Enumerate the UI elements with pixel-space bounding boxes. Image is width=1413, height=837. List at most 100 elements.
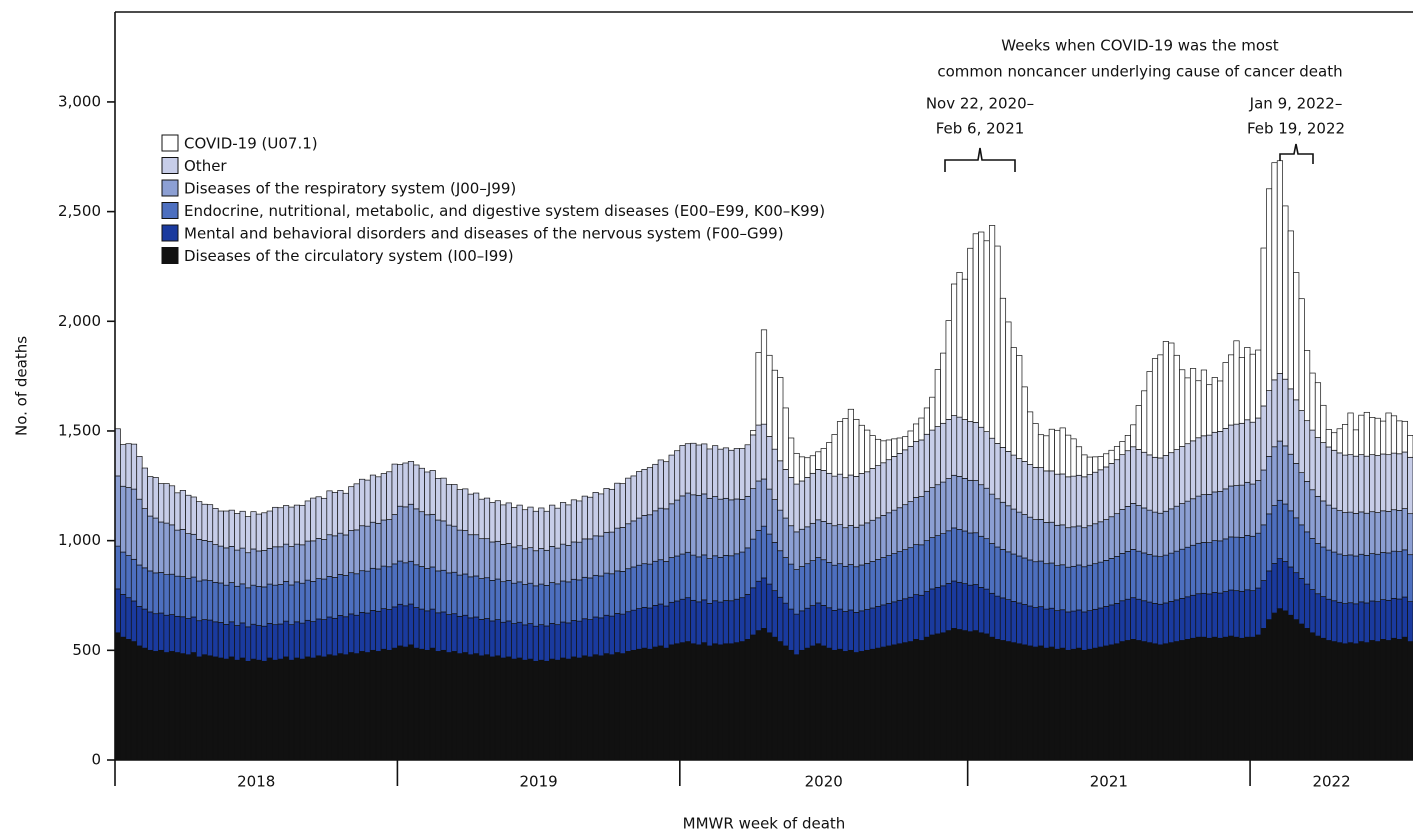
bar-segment [1407, 513, 1413, 556]
bar-segment [440, 569, 447, 613]
bar-segment [864, 522, 871, 564]
bar-segment [712, 496, 719, 557]
bar-segment [462, 652, 469, 761]
bar-segment [1390, 597, 1398, 639]
bar-segment [750, 430, 757, 436]
bar-segment [1249, 535, 1256, 592]
bar-segment [1021, 461, 1028, 515]
bar-segment [1380, 420, 1387, 455]
x-axis-title: MMWR week of death [683, 815, 846, 833]
bar-segment [1097, 607, 1104, 648]
bar-segment [201, 619, 208, 656]
bar-segment [777, 377, 784, 462]
bar-segment [1021, 604, 1028, 646]
bar-segment [380, 565, 387, 609]
bar-segment [1189, 368, 1197, 442]
bar-segment [777, 460, 784, 511]
bar-segment [1124, 551, 1131, 600]
bar-segment [1352, 513, 1360, 557]
bar-segment [864, 471, 871, 524]
bar-segment [1054, 565, 1061, 611]
bar-segment [174, 615, 181, 653]
bar-segment [755, 424, 762, 482]
bar-segment [228, 509, 235, 547]
bar-segment [283, 620, 290, 658]
bar-segment [424, 649, 431, 761]
bar-segment [1304, 420, 1311, 482]
bar-segment [690, 599, 697, 645]
bar-segment [293, 657, 301, 761]
bar-segment [543, 510, 550, 551]
bar-segment [581, 655, 588, 761]
bar-segment [532, 625, 539, 662]
bar-segment [1401, 451, 1408, 509]
bar-segment [864, 609, 871, 651]
bar-segment [424, 514, 431, 569]
bar-segment [429, 608, 436, 649]
bar-segment [1081, 476, 1088, 529]
bar-segment [1173, 449, 1180, 507]
bar-segment [1233, 590, 1240, 638]
bar-segment [462, 488, 469, 531]
bar-segment [1407, 435, 1413, 458]
bar-segment [326, 654, 333, 761]
bar-segment [885, 439, 892, 461]
bar-segment [1162, 510, 1169, 556]
bar-segment [853, 612, 860, 653]
bar-segment [1271, 379, 1278, 448]
bar-segment [1048, 607, 1055, 648]
bar-segment [201, 579, 208, 620]
bar-segment [798, 566, 806, 612]
bar-segment [1130, 597, 1137, 640]
bar-segment [630, 520, 637, 568]
bar-segment [1092, 456, 1099, 473]
bar-segment [815, 451, 822, 470]
bar-segment [1189, 440, 1197, 500]
bar-segment [934, 369, 941, 427]
bar-segment [788, 608, 795, 651]
bar-segment [972, 480, 979, 534]
bar-segment [1157, 457, 1164, 514]
bar-segment [1287, 614, 1294, 761]
bar-segment [1385, 640, 1392, 761]
bar-segment [114, 428, 121, 477]
bar-segment [989, 493, 996, 544]
bar-segment [1358, 414, 1365, 456]
bar-segment [793, 654, 800, 761]
bar-segment [809, 455, 816, 474]
bar-segment [549, 504, 556, 547]
bar-segment [1206, 637, 1213, 761]
bar-segment [874, 647, 882, 761]
bar-segment [951, 628, 958, 761]
bar-segment [961, 419, 969, 479]
bar-segment [869, 607, 876, 650]
bar-segment [614, 613, 621, 653]
bar-segment [994, 443, 1001, 500]
bar-segment [983, 431, 990, 489]
bar-segment [364, 525, 371, 572]
bar-segment [1266, 188, 1273, 391]
bar-segment [826, 522, 833, 563]
bar-segment [625, 477, 632, 525]
bar-segment [527, 582, 534, 624]
bar-segment [1352, 603, 1360, 645]
bar-segment [717, 644, 724, 761]
bar-segment [961, 530, 969, 584]
bar-segment [1151, 643, 1159, 761]
bar-segment [435, 612, 442, 652]
bar-segment [847, 609, 854, 651]
bar-segment [185, 494, 192, 534]
bar-segment [1401, 596, 1408, 638]
bar-segment [679, 553, 686, 600]
bar-segment [1401, 636, 1408, 761]
bar-segment [994, 639, 1001, 761]
legend-swatch [161, 247, 179, 264]
bar-segment [1314, 382, 1322, 438]
bar-segment [999, 501, 1007, 550]
bar-segment [760, 628, 768, 761]
bar-segment [880, 604, 887, 648]
bar-segment [831, 525, 838, 566]
bar-segment [831, 434, 838, 477]
bar-segment [158, 612, 165, 651]
bar-segment [1070, 610, 1077, 650]
